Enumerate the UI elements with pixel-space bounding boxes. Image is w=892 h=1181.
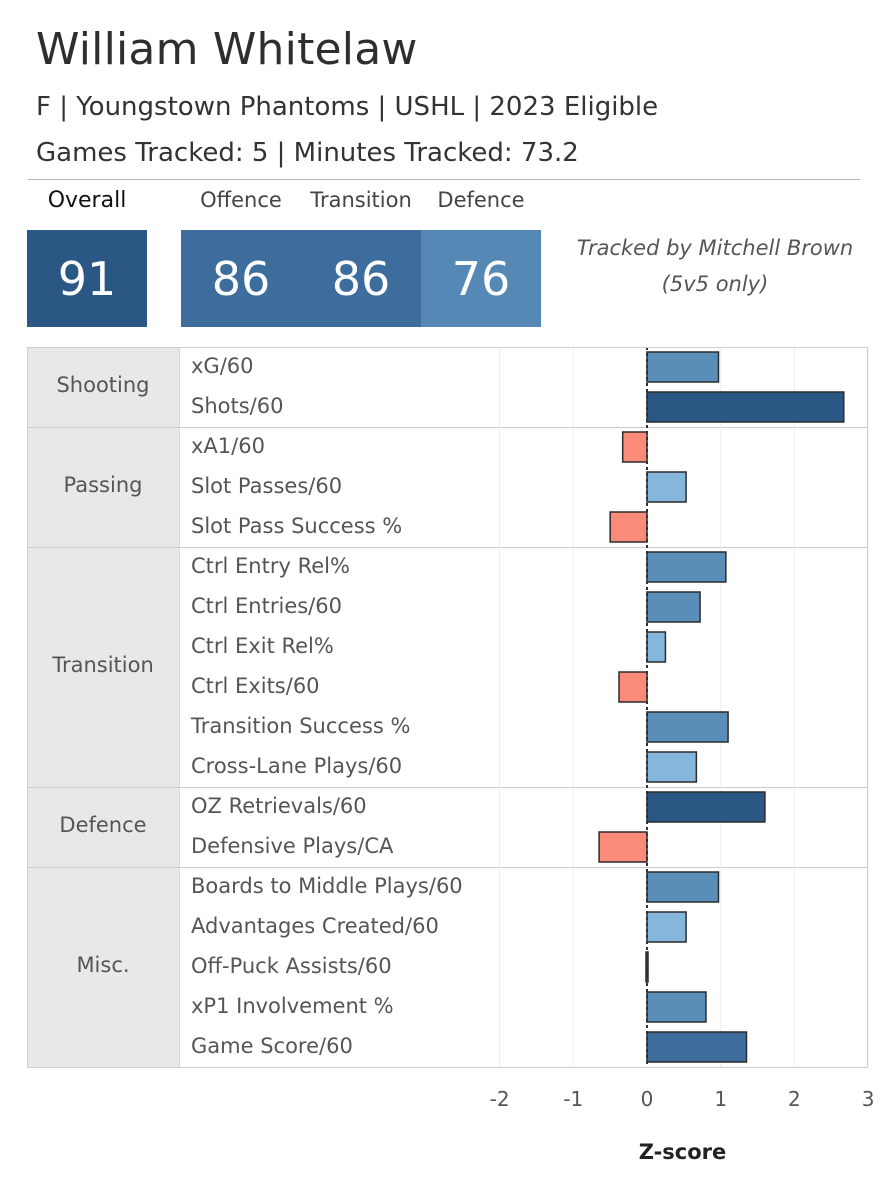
bar-slot-pass-success [609,511,648,543]
x-tick-label: 0 [641,1087,654,1111]
group-separator [27,427,868,428]
category-label: Transition [52,653,154,677]
defence-label: Defence [437,188,525,212]
offence-score-value: 86 [211,251,271,306]
offence-score-box: 86 [181,230,301,327]
metric-label: Game Score/60 [191,1034,353,1058]
bar-xa1-60 [621,431,648,463]
player-subtitle: F | Youngstown Phantoms | USHL | 2023 El… [36,92,659,122]
tracking-credit: Tracked by Mitchell Brown (5v5 only) [560,230,870,302]
x-tick-label: 3 [862,1087,875,1111]
transition-score-box: 86 [301,230,421,327]
metric-label: Cross-Lane Plays/60 [191,754,403,778]
group-separator [27,547,868,548]
metric-label: Boards to Middle Plays/60 [191,874,463,898]
x-tick-label: -2 [490,1087,510,1111]
offence-label: Offence [200,188,282,212]
tracking-info: Games Tracked: 5 | Minutes Tracked: 73.2 [36,138,579,168]
defence-score-box: 76 [421,230,541,327]
overall-score-box: 91 [27,230,147,327]
bar-ctrl-entry-rel [646,551,727,583]
x-axis-title: Z-score [638,1140,727,1164]
bar-transition-success [646,711,729,743]
bar-advantages-created-60 [646,911,687,943]
category-label: Shooting [56,373,150,397]
metric-label: Ctrl Exits/60 [191,674,320,698]
transition-score-value: 86 [331,251,391,306]
bar-ctrl-entries-60 [646,591,701,623]
credit-line-2: (5v5 only) [661,272,769,296]
player-name: William Whitelaw [36,24,418,75]
bar-game-score-60 [646,1031,748,1063]
overall-label: Overall [47,188,127,213]
transition-label: Transition [310,188,412,212]
category-label: Defence [59,813,147,837]
defence-score-value: 76 [451,251,511,306]
bar-xg-60 [646,351,720,383]
metric-label: Slot Passes/60 [191,474,343,498]
bar-boards-to-middle-plays-60 [646,871,720,903]
metric-label: Shots/60 [191,394,284,418]
metric-label: Ctrl Entries/60 [191,594,342,618]
category-column [27,347,179,1068]
bar-oz-retrievals-60 [646,791,766,823]
bar-slot-passes-60 [646,471,687,503]
metric-label: xA1/60 [191,434,265,458]
metric-label: Slot Pass Success % [191,514,403,538]
bar-ctrl-exits-60 [618,671,648,703]
group-separator [27,867,868,868]
metrics-panel [27,347,868,1068]
metric-label: Defensive Plays/CA [191,834,394,858]
group-separator [27,787,868,788]
header-divider [28,179,860,180]
metric-label: Ctrl Entry Rel% [191,554,350,578]
x-tick-label: -1 [563,1087,583,1111]
metric-label: Ctrl Exit Rel% [191,634,334,658]
x-tick-label: 1 [714,1087,727,1111]
metric-label: OZ Retrievals/60 [191,794,367,818]
metric-label: Advantages Created/60 [191,914,439,938]
metric-label: Transition Success % [191,714,411,738]
category-label: Passing [63,473,143,497]
metric-label: xP1 Involvement % [191,994,394,1018]
column-divider [179,347,180,1068]
metric-label: Off-Puck Assists/60 [191,954,392,978]
category-label: Misc. [76,953,130,977]
credit-line-1: Tracked by Mitchell Brown [576,236,854,260]
x-tick-label: 2 [788,1087,801,1111]
overall-score-value: 91 [57,251,117,306]
metric-label: xG/60 [191,354,254,378]
